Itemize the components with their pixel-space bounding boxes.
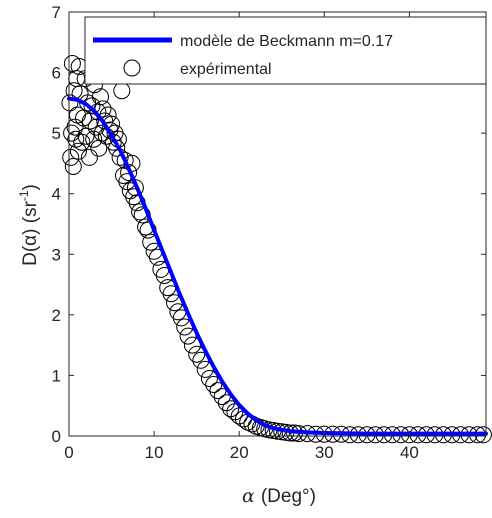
legend-experimental-swatch (123, 59, 141, 77)
x-axis-label: α (Deg°) (242, 485, 316, 507)
y-axis-exponent: -1 (17, 190, 31, 201)
experimental-point (83, 97, 101, 115)
experimental-point (101, 121, 119, 139)
experimental-point (73, 133, 91, 151)
experimental-point (188, 345, 206, 363)
experimental-point (108, 139, 126, 157)
y-tick-label: 3 (52, 245, 61, 264)
y-axis-label: D(α) (sr-1) (17, 184, 41, 266)
y-tick-label: 4 (52, 185, 61, 204)
experimental-point (222, 400, 240, 418)
x-tick-label: 20 (230, 443, 249, 462)
experimental-point (226, 403, 244, 421)
y-tick-label: 0 (52, 427, 61, 446)
y-tick-label: 2 (52, 306, 61, 325)
y-tick-label: 5 (52, 124, 61, 143)
experimental-point (94, 100, 112, 118)
y-tick-label: 1 (52, 366, 61, 385)
legend-model-label: modèle de Beckmann m=0.17 (180, 33, 393, 50)
experimental-point (217, 394, 235, 412)
y-axis-close: ) (20, 184, 41, 190)
x-axis-unit: (Deg°) (261, 486, 316, 507)
x-tick-label: 30 (315, 443, 334, 462)
y-tick-label: 6 (52, 64, 61, 83)
x-tick-label: 0 (64, 443, 73, 462)
legend: modèle de Beckmann m=0.17 expérimental (84, 16, 487, 85)
x-tick-label: 40 (400, 443, 419, 462)
experimental-point (80, 148, 98, 166)
plot-area (61, 55, 492, 444)
axes-box (68, 11, 487, 437)
x-tick-label: 10 (145, 443, 164, 462)
x-axis-symbol: α (242, 485, 255, 507)
experimental-point (66, 118, 84, 136)
axes: 0 10 20 30 40 0 1 2 3 4 5 6 7 (52, 3, 487, 462)
model-curve (67, 96, 488, 436)
experimental-point (92, 88, 109, 106)
experimental-point (69, 142, 87, 160)
experimental-point (63, 55, 81, 72)
experimental-point (64, 158, 82, 175)
legend-experimental-label: expérimental (180, 61, 272, 78)
y-tick-label: 7 (52, 3, 61, 22)
experimental-point (61, 94, 79, 112)
experimental-point (113, 82, 131, 100)
experimental-point (85, 130, 103, 148)
legend-box (84, 16, 487, 85)
experimental-point (230, 407, 248, 425)
y-axis-main: D(α) (sr (20, 200, 41, 265)
experimental-point (200, 370, 218, 387)
experimental-point (205, 376, 223, 393)
experimental-point (90, 139, 108, 157)
